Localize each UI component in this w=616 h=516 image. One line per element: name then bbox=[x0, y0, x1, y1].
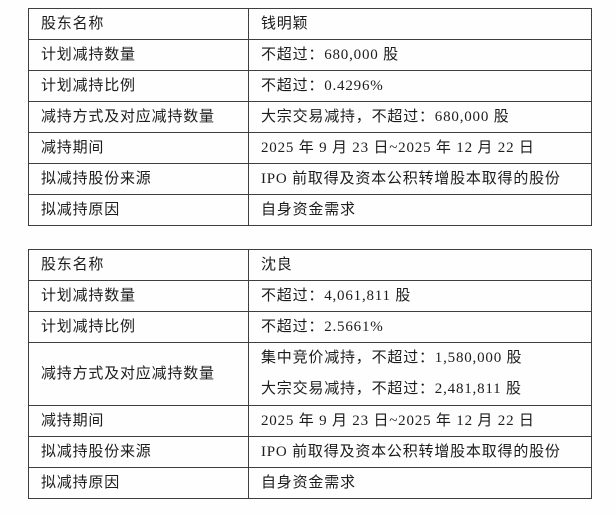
row-planned-reduction-ratio: 计划减持比例 不超过：0.4296% bbox=[28, 70, 592, 102]
row-shareholder-name: 股东名称 沈良 bbox=[28, 249, 592, 281]
row-label: 计划减持数量 bbox=[28, 280, 249, 312]
row-value: 自身资金需求 bbox=[248, 194, 592, 226]
row-reduction-period: 减持期间 2025 年 9 月 23 日~2025 年 12 月 22 日 bbox=[28, 405, 592, 437]
row-planned-reduction-quantity: 计划减持数量 不超过：680,000 股 bbox=[28, 39, 592, 71]
announcement-document: 股东名称 钱明颖 计划减持数量 不超过：680,000 股 计划减持比例 不超过… bbox=[28, 8, 592, 499]
row-reduction-method: 减持方式及对应减持数量 大宗交易减持，不超过：680,000 股 bbox=[28, 101, 592, 133]
row-value: 沈良 bbox=[248, 249, 592, 281]
row-label: 拟减持股份来源 bbox=[28, 163, 249, 195]
row-value: 不超过：680,000 股 bbox=[248, 39, 592, 71]
row-label: 股东名称 bbox=[28, 8, 249, 40]
row-reduction-reason: 拟减持原因 自身资金需求 bbox=[28, 194, 592, 226]
row-value: 2025 年 9 月 23 日~2025 年 12 月 22 日 bbox=[248, 405, 592, 437]
row-label: 股东名称 bbox=[28, 249, 249, 281]
row-value: 不超过：0.4296% bbox=[248, 70, 592, 102]
row-shareholder-name: 股东名称 钱明颖 bbox=[28, 8, 592, 40]
row-share-source: 拟减持股份来源 IPO 前取得及资本公积转增股本取得的股份 bbox=[28, 436, 592, 468]
row-reduction-period: 减持期间 2025 年 9 月 23 日~2025 年 12 月 22 日 bbox=[28, 132, 592, 164]
row-share-source: 拟减持股份来源 IPO 前取得及资本公积转增股本取得的股份 bbox=[28, 163, 592, 195]
row-label: 计划减持比例 bbox=[28, 311, 249, 343]
row-label: 减持方式及对应减持数量 bbox=[28, 101, 249, 133]
row-label: 减持方式及对应减持数量 bbox=[28, 342, 249, 406]
row-value: 集中竞价减持，不超过：1,580,000 股 大宗交易减持，不超过：2,481,… bbox=[248, 342, 592, 406]
row-reduction-method: 减持方式及对应减持数量 集中竞价减持，不超过：1,580,000 股 大宗交易减… bbox=[28, 342, 592, 406]
row-value: 不超过：4,061,811 股 bbox=[248, 280, 592, 312]
row-label: 计划减持比例 bbox=[28, 70, 249, 102]
value-line: 大宗交易减持，不超过：2,481,811 股 bbox=[261, 381, 522, 397]
row-value: 钱明颖 bbox=[248, 8, 592, 40]
row-value: 不超过：2.5661% bbox=[248, 311, 592, 343]
row-reduction-reason: 拟减持原因 自身资金需求 bbox=[28, 467, 592, 499]
row-value: IPO 前取得及资本公积转增股本取得的股份 bbox=[248, 163, 592, 195]
row-label: 减持期间 bbox=[28, 132, 249, 164]
reduction-plan-table-2: 股东名称 沈良 计划减持数量 不超过：4,061,811 股 计划减持比例 不超… bbox=[28, 249, 592, 499]
value-line: 集中竞价减持，不超过：1,580,000 股 bbox=[261, 350, 523, 366]
reduction-plan-table-1: 股东名称 钱明颖 计划减持数量 不超过：680,000 股 计划减持比例 不超过… bbox=[28, 8, 592, 226]
row-value: 自身资金需求 bbox=[248, 467, 592, 499]
row-label: 拟减持原因 bbox=[28, 467, 249, 499]
row-label: 减持期间 bbox=[28, 405, 249, 437]
row-planned-reduction-ratio: 计划减持比例 不超过：2.5661% bbox=[28, 311, 592, 343]
row-value: 2025 年 9 月 23 日~2025 年 12 月 22 日 bbox=[248, 132, 592, 164]
row-label: 拟减持原因 bbox=[28, 194, 249, 226]
row-planned-reduction-quantity: 计划减持数量 不超过：4,061,811 股 bbox=[28, 280, 592, 312]
row-label: 拟减持股份来源 bbox=[28, 436, 249, 468]
row-label: 计划减持数量 bbox=[28, 39, 249, 71]
row-value: 大宗交易减持，不超过：680,000 股 bbox=[248, 101, 592, 133]
row-value: IPO 前取得及资本公积转增股本取得的股份 bbox=[248, 436, 592, 468]
